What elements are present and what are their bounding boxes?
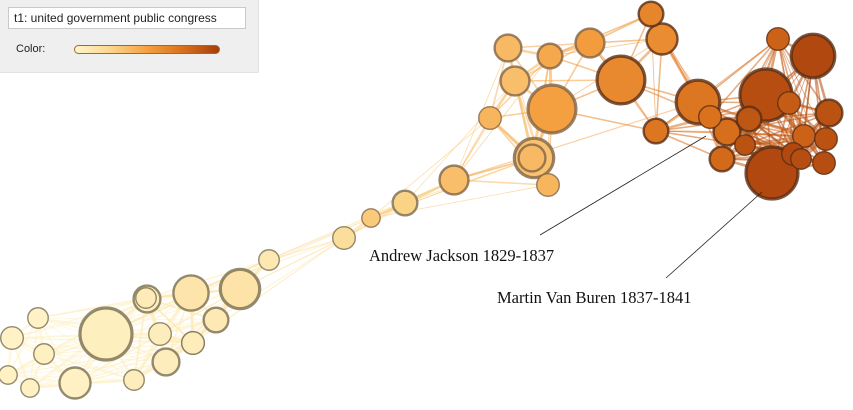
annotation-vanburen: Martin Van Buren 1837-1841 bbox=[497, 288, 692, 307]
network-edge bbox=[7, 333, 161, 376]
network-node-a15[interactable] bbox=[202, 306, 230, 334]
network-node-a35[interactable] bbox=[642, 117, 670, 145]
network-node-a10[interactable] bbox=[123, 369, 145, 391]
network-node-a33[interactable] bbox=[595, 54, 647, 106]
color-gradient-bar[interactable] bbox=[74, 45, 220, 54]
network-node-a52[interactable] bbox=[790, 148, 812, 170]
network-node-a20[interactable] bbox=[391, 189, 419, 217]
network-node-a29[interactable] bbox=[526, 83, 578, 135]
network-node-a38[interactable] bbox=[698, 104, 723, 129]
network-node-a19[interactable] bbox=[332, 225, 357, 250]
network-node-a46[interactable] bbox=[777, 90, 802, 115]
network-edge bbox=[404, 80, 516, 204]
network-edge bbox=[11, 297, 147, 339]
network-node-a28[interactable] bbox=[536, 172, 561, 197]
network-edge bbox=[453, 101, 699, 181]
network-edge bbox=[268, 217, 372, 261]
network-node-a8[interactable] bbox=[78, 306, 134, 362]
network-node-a9[interactable] bbox=[147, 322, 172, 347]
topic-field[interactable]: t1: united government public congress bbox=[8, 7, 246, 29]
vanburen-leader-line bbox=[665, 191, 763, 279]
network-node-a2[interactable] bbox=[0, 365, 18, 385]
network-node-a22[interactable] bbox=[438, 164, 470, 196]
network-node-a48[interactable] bbox=[812, 150, 837, 175]
network-edge bbox=[105, 202, 406, 335]
network-edge bbox=[268, 237, 345, 261]
network-edge bbox=[370, 117, 491, 219]
network-edge bbox=[29, 333, 161, 389]
network-edge bbox=[453, 179, 549, 186]
network-node-a27[interactable] bbox=[493, 33, 523, 63]
network-edge bbox=[145, 259, 270, 299]
network-edge bbox=[549, 38, 663, 57]
network-nodes bbox=[0, 0, 844, 400]
network-node-a36[interactable] bbox=[712, 117, 742, 147]
network-node-a39[interactable] bbox=[708, 145, 736, 173]
network-node-a49[interactable] bbox=[735, 105, 763, 133]
network-node-a24[interactable] bbox=[517, 143, 547, 173]
network-node-a47[interactable] bbox=[814, 126, 839, 151]
network-node-a30[interactable] bbox=[536, 42, 564, 70]
network-node-a44[interactable] bbox=[734, 134, 756, 156]
network-node-a42[interactable] bbox=[766, 27, 791, 52]
network-node-a18[interactable] bbox=[218, 267, 262, 311]
annotation-jackson: Andrew Jackson 1829-1837 bbox=[369, 246, 555, 265]
network-node-a41[interactable] bbox=[789, 32, 837, 80]
jackson-leader-line bbox=[539, 135, 707, 236]
control-panel: t1: united government public congress Co… bbox=[0, 0, 259, 73]
color-label: Color: bbox=[16, 43, 46, 55]
network-node-a32[interactable] bbox=[645, 22, 679, 56]
network-node-a34[interactable] bbox=[637, 0, 665, 28]
network-node-a26[interactable] bbox=[499, 65, 531, 97]
network-node-a16[interactable] bbox=[258, 249, 280, 271]
network-node-a25[interactable] bbox=[478, 105, 503, 130]
network-edge bbox=[748, 118, 825, 164]
network-node-a3[interactable] bbox=[27, 307, 49, 329]
network-node-a13[interactable] bbox=[180, 331, 205, 356]
network-edge bbox=[11, 337, 135, 381]
network-node-a4[interactable] bbox=[33, 343, 55, 365]
network-edge bbox=[133, 319, 217, 381]
network-node-a6[interactable] bbox=[58, 366, 92, 400]
network-node-a11[interactable] bbox=[151, 347, 181, 377]
network-node-a5[interactable] bbox=[20, 378, 40, 398]
network-node-a1[interactable] bbox=[0, 326, 24, 350]
network-node-a43[interactable] bbox=[814, 98, 844, 128]
network-node-a21[interactable] bbox=[361, 208, 381, 228]
network-node-a14[interactable] bbox=[135, 287, 157, 309]
network-node-a17[interactable] bbox=[172, 274, 210, 312]
network-edge bbox=[709, 38, 779, 118]
network-node-a31[interactable] bbox=[574, 27, 606, 59]
